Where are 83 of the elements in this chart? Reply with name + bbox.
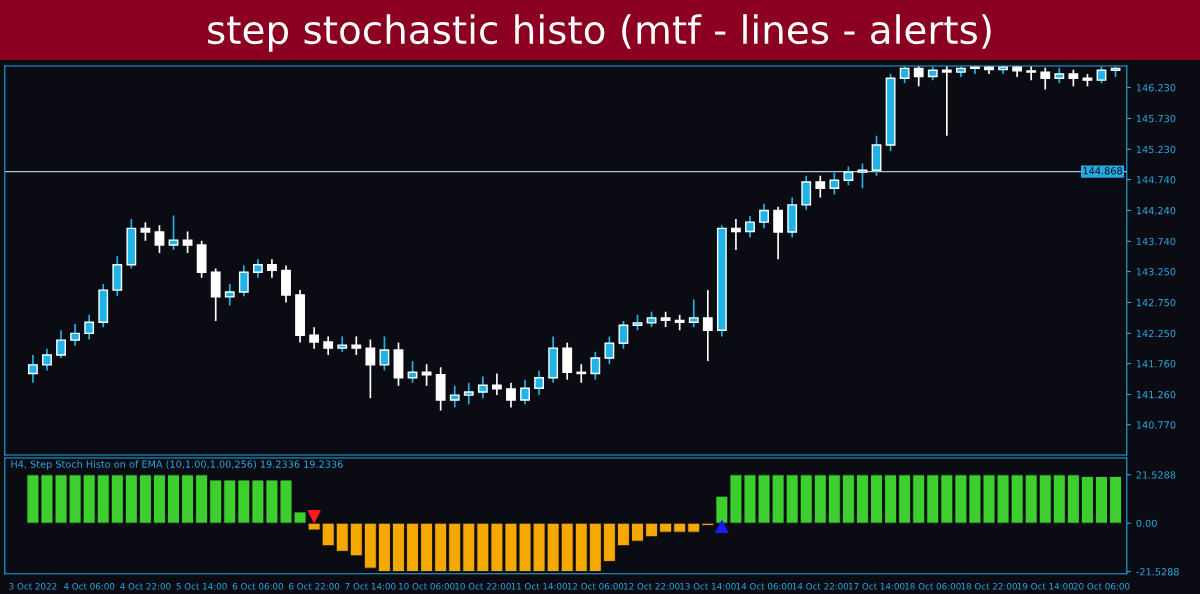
chart-title: step stochastic histo (mtf - lines - alerts) — [208, 14, 991, 52]
y-tick-label: 144.240 — [1136, 206, 1176, 215]
x-tick-label: 18 Oct 06:00 — [905, 582, 961, 590]
candlestick — [590, 351, 601, 381]
y-tick-label: 142.750 — [1136, 298, 1176, 307]
x-tick-label: 3 Oct 2022 — [9, 582, 57, 590]
candlestick — [941, 65, 952, 137]
candlestick — [449, 385, 460, 409]
y-tick-label: 21.5288 — [1136, 471, 1176, 479]
candlestick — [1026, 65, 1037, 81]
candlestick — [379, 335, 390, 372]
y-tick-label: 145.730 — [1136, 114, 1176, 123]
x-tick-label: 14 Oct 22:00 — [792, 582, 849, 590]
candlestick — [365, 338, 376, 400]
x-tick-label: 14 Oct 06:00 — [736, 582, 792, 590]
y-tick-label: 142.250 — [1136, 329, 1176, 338]
x-tick-label: 12 Oct 22:00 — [624, 582, 680, 590]
x-tick-label: 18 Oct 22:00 — [961, 582, 1017, 590]
chart-title: H4, Step Stoch Histo on of EMA (10,1.00,1.00,256) 19.2336 19.2336 — [11, 460, 343, 470]
candlestick — [238, 264, 249, 298]
ref-line-label: 144.868 — [1083, 167, 1122, 175]
y-tick-label: 141.260 — [1136, 390, 1176, 399]
x-tick-label: 11 Oct 14:00 — [511, 582, 568, 590]
candlestick — [463, 381, 474, 406]
candlestick — [168, 214, 179, 251]
candlestick — [407, 360, 418, 384]
candlestick — [731, 218, 741, 251]
x-tick-label: 20 Oct 06:00 — [1073, 582, 1130, 590]
candlestick — [618, 320, 629, 350]
candlestick — [491, 372, 502, 396]
x-tick-label: 12 Oct 06:00 — [567, 582, 624, 590]
candlestick — [154, 224, 165, 254]
candlestick — [674, 313, 685, 332]
candlestick — [702, 289, 713, 362]
x-tick-label: 19 Oct 14:00 — [1017, 582, 1074, 590]
candlestick — [604, 335, 615, 366]
x-tick-label: 10 Oct 22:00 — [455, 582, 511, 590]
y-tick-label: 144.740 — [1136, 176, 1176, 184]
candlestick — [534, 369, 544, 396]
candlestick — [477, 375, 488, 400]
candlestick — [688, 298, 699, 329]
candlestick — [42, 347, 52, 372]
candlestick — [28, 354, 38, 384]
candlestick — [773, 205, 784, 261]
candlestick — [70, 323, 81, 347]
candlestick — [801, 175, 812, 211]
candlestick — [745, 215, 755, 239]
candlestick — [351, 335, 362, 356]
y-tick-label: 146.230 — [1136, 84, 1176, 92]
candlestick — [267, 258, 277, 279]
candlestick — [84, 313, 95, 341]
candlestick — [913, 65, 924, 88]
candlestick — [323, 335, 334, 356]
candlestick — [56, 329, 66, 359]
candlestick — [857, 162, 868, 190]
candlestick — [815, 175, 826, 199]
x-tick-label: 17 Oct 14:00 — [848, 582, 905, 590]
candlestick — [309, 326, 320, 350]
candlestick — [759, 202, 769, 230]
x-tick-label: 13 Oct 14:00 — [680, 582, 736, 590]
y-tick-label: 140.770 — [1136, 421, 1176, 429]
y-tick-label: 145.230 — [1136, 145, 1176, 154]
x-tick-label: 6 Oct 22:00 — [289, 582, 340, 590]
x-tick-label: 5 Oct 14:00 — [176, 582, 227, 590]
candlestick — [224, 283, 235, 307]
candlestick — [843, 165, 854, 186]
candlestick — [520, 378, 530, 406]
candlestick — [506, 381, 516, 409]
x-tick-label: 4 Oct 22:00 — [120, 582, 171, 590]
y-tick-label: 0.00 — [1136, 519, 1157, 528]
y-tick-label: 141.760 — [1136, 360, 1176, 368]
x-tick-label: 10 Oct 06:00 — [399, 582, 455, 590]
y-tick-label: 143.250 — [1136, 268, 1176, 276]
x-tick-label: 4 Oct 06:00 — [63, 582, 115, 590]
candlestick — [182, 230, 193, 254]
x-tick-label: 7 Oct 14:00 — [345, 582, 396, 590]
y-tick-label: 143.740 — [1136, 237, 1176, 246]
y-tick-label: -21.5288 — [1136, 568, 1179, 576]
candlestick — [829, 171, 840, 196]
candlestick — [1040, 66, 1051, 91]
x-tick-label: 6 Oct 06:00 — [232, 582, 284, 590]
candlestick — [140, 221, 151, 242]
candlestick — [252, 258, 263, 279]
